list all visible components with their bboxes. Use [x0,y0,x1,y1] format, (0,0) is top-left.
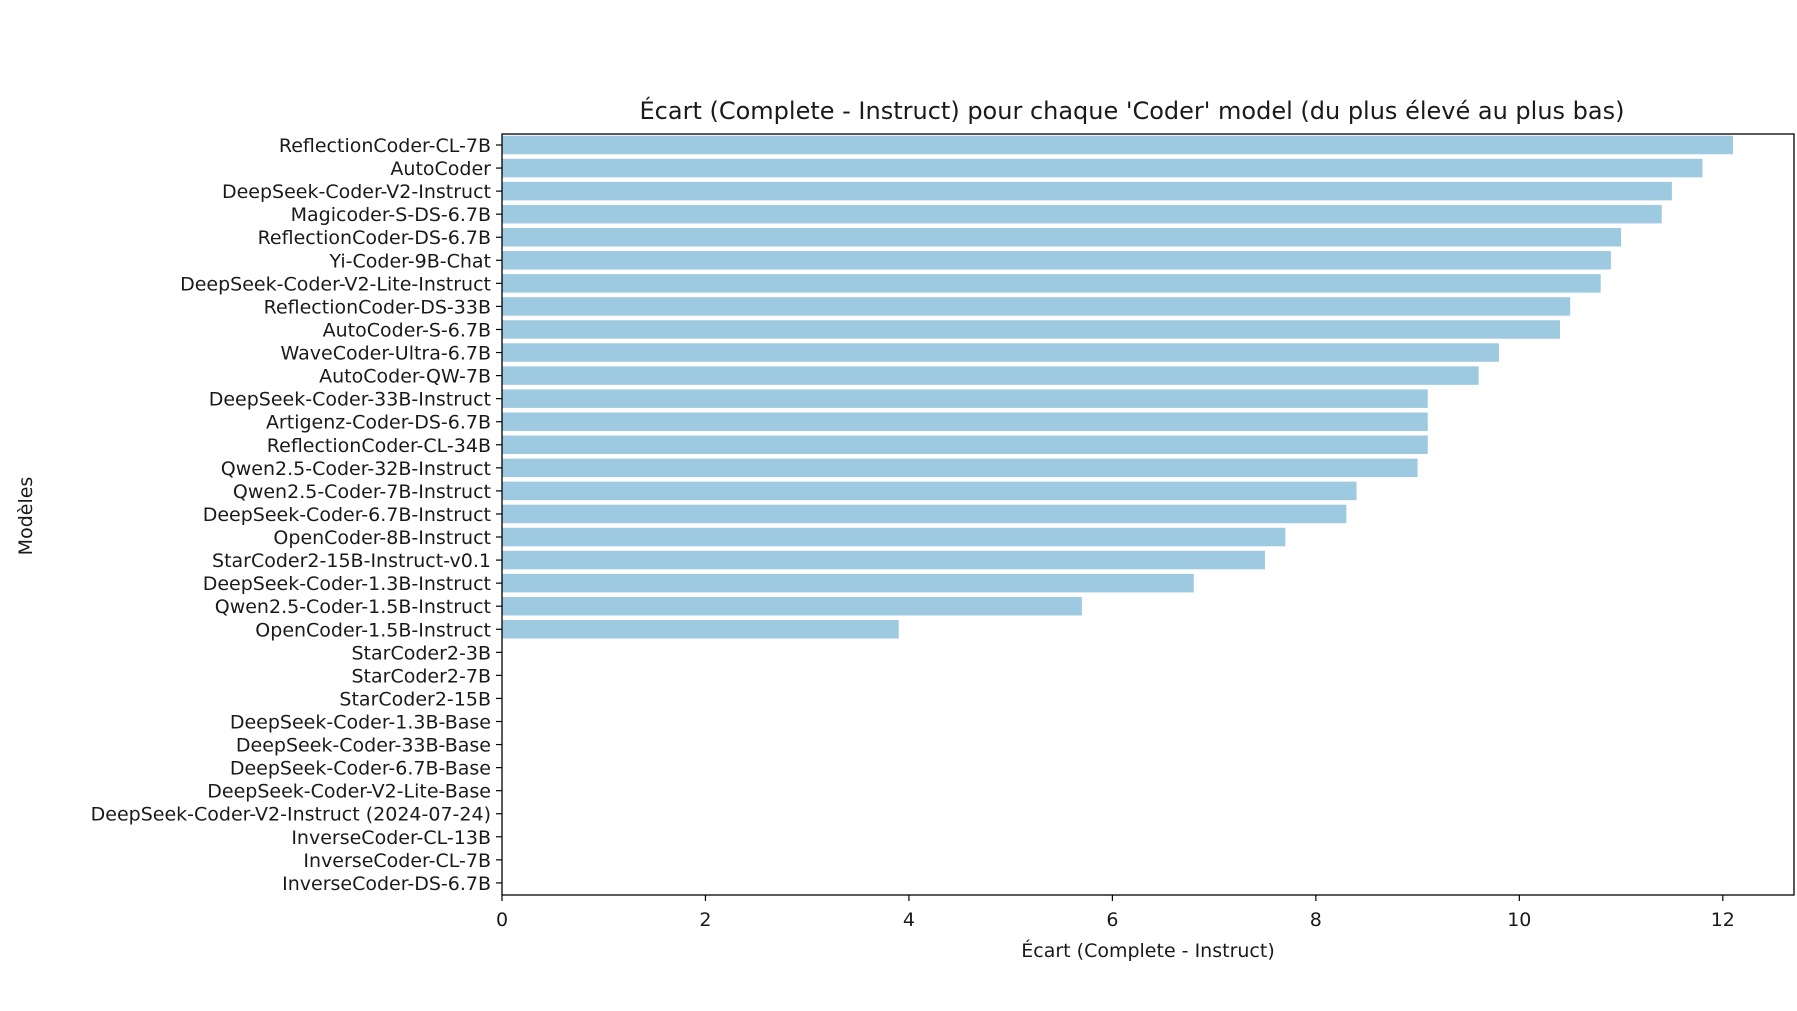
y-tick-label: DeepSeek-Coder-1.3B-Instruct [203,573,491,595]
bar [502,481,1357,501]
bar [502,620,899,639]
bar [502,389,1428,408]
y-tick-label: Yi-Coder-9B-Chat [328,250,491,272]
bar [502,343,1499,362]
y-axis-label: Modèles [15,477,37,556]
bar [502,412,1428,431]
y-tick-label: ReflectionCoder-DS-33B [264,296,491,318]
bar [502,135,1733,155]
bars-group [502,135,1733,639]
bar [502,527,1286,547]
y-tick-label: AutoCoder-S-6.7B [323,319,491,341]
y-tick-label: StarCoder2-15B-Instruct-v0.1 [212,550,491,572]
y-tick-label: DeepSeek-Coder-6.7B-Base [230,758,491,780]
y-tick-label: DeepSeek-Coder-V2-Instruct (2024-07-24) [91,804,491,826]
bar [502,366,1479,385]
x-axis-label: Écart (Complete - Instruct) [1021,939,1274,962]
y-tick-label: Magicoder-S-DS-6.7B [291,204,491,226]
y-tick-label: Qwen2.5-Coder-32B-Instruct [221,458,491,480]
y-tick-label: ReflectionCoder-CL-7B [279,135,491,157]
y-axis-ticks: ReflectionCoder-CL-7BAutoCoderDeepSeek-C… [91,135,502,895]
y-tick-label: DeepSeek-Coder-6.7B-Instruct [203,504,491,526]
bar [502,297,1571,316]
bar [502,251,1611,270]
y-tick-label: DeepSeek-Coder-V2-Lite-Instruct [180,273,491,295]
bar [502,458,1418,478]
x-tick-label: 4 [903,909,915,931]
x-tick-label: 0 [496,909,508,931]
y-tick-label: DeepSeek-Coder-V2-Lite-Base [207,781,491,803]
y-tick-label: DeepSeek-Coder-1.3B-Base [230,712,491,734]
bar [502,204,1662,224]
y-tick-label: Artigenz-Coder-DS-6.7B [266,412,491,434]
bar [502,550,1265,570]
x-tick-label: 10 [1507,909,1531,931]
bar [502,274,1601,293]
y-tick-label: WaveCoder-Ultra-6.7B [281,343,491,365]
y-tick-label: DeepSeek-Coder-33B-Base [236,735,491,757]
bar [502,435,1428,455]
y-tick-label: Qwen2.5-Coder-1.5B-Instruct [215,596,491,618]
y-tick-label: ReflectionCoder-DS-6.7B [258,227,491,249]
y-tick-label: StarCoder2-15B [339,688,491,710]
chart-title: Écart (Complete - Instruct) pour chaque … [640,96,1625,125]
y-tick-label: InverseCoder-DS-6.7B [282,873,491,895]
x-tick-label: 6 [1106,909,1118,931]
y-tick-label: OpenCoder-8B-Instruct [273,527,491,549]
x-tick-label: 8 [1310,909,1322,931]
bar [502,158,1703,178]
bar [502,596,1082,616]
y-tick-label: InverseCoder-CL-13B [291,827,491,849]
y-tick-label: AutoCoder [390,158,491,180]
y-tick-label: StarCoder2-7B [352,665,492,687]
y-tick-label: ReflectionCoder-CL-34B [267,435,491,457]
bar [502,504,1347,524]
y-tick-label: Qwen2.5-Coder-7B-Instruct [233,481,491,503]
y-tick-label: DeepSeek-Coder-33B-Instruct [209,389,491,411]
bar [502,573,1194,593]
y-tick-label: AutoCoder-QW-7B [319,366,491,388]
y-tick-label: DeepSeek-Coder-V2-Instruct [222,181,491,203]
bar [502,320,1561,339]
y-tick-label: OpenCoder-1.5B-Instruct [255,619,491,641]
plot-frame [501,133,1795,896]
x-tick-label: 2 [699,909,711,931]
x-axis-ticks: 0 2 4 6 8 10 12 [496,895,1735,931]
bar [502,227,1622,247]
y-tick-label: StarCoder2-3B [352,642,492,664]
bar [502,181,1672,201]
y-tick-label: InverseCoder-CL-7B [303,850,491,872]
x-tick-label: 12 [1711,909,1735,931]
